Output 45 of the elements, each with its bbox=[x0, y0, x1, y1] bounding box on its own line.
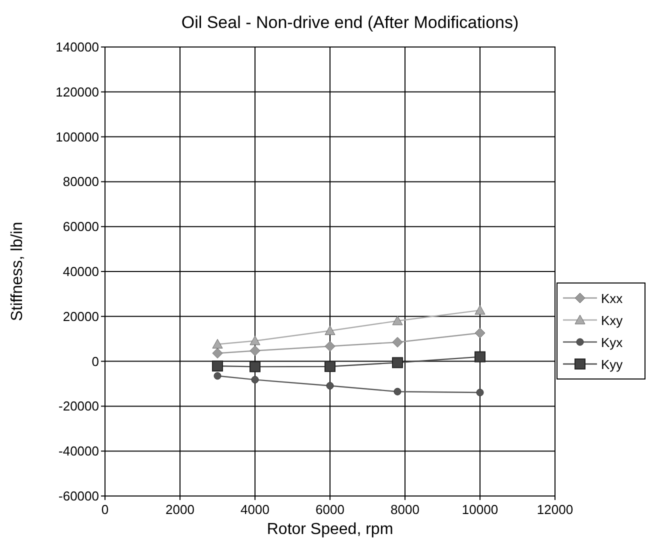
x-tick-label: 2000 bbox=[166, 502, 194, 517]
y-tick-label: 140000 bbox=[56, 40, 99, 54]
x-tick-label: 10000 bbox=[462, 502, 498, 517]
point bbox=[250, 346, 260, 356]
x-tick-label: 6000 bbox=[316, 502, 344, 517]
y-tick-label: 0 bbox=[92, 354, 99, 369]
point bbox=[392, 357, 403, 368]
y-tick-label: 80000 bbox=[62, 174, 99, 190]
point bbox=[212, 348, 223, 358]
y-tick-label: -60000 bbox=[58, 488, 99, 504]
x-axis-title: Rotor Speed, rpm bbox=[266, 521, 394, 538]
point bbox=[214, 372, 222, 380]
point bbox=[326, 382, 334, 390]
point bbox=[474, 351, 486, 362]
chart-title: Oil Seal - Non-drive end (After Modifications) bbox=[181, 13, 519, 32]
legend-label: Kyx bbox=[601, 335, 624, 350]
point bbox=[476, 388, 484, 396]
point bbox=[392, 336, 403, 348]
point bbox=[212, 360, 223, 372]
x-tick-label: 8000 bbox=[390, 502, 420, 517]
y-tick-label: -40000 bbox=[58, 444, 99, 459]
y-tick-label: 100000 bbox=[56, 129, 99, 144]
point bbox=[324, 326, 336, 336]
x-tick-label: 4000 bbox=[240, 502, 270, 517]
y-tick-label: -20000 bbox=[58, 398, 99, 414]
point bbox=[212, 338, 223, 348]
y-tick-label: 60000 bbox=[62, 219, 99, 234]
point bbox=[324, 360, 336, 372]
point bbox=[250, 361, 260, 372]
y-tick-label: 40000 bbox=[62, 264, 99, 279]
x-tick-label: 0 bbox=[101, 502, 109, 517]
legend-label: Kxx bbox=[601, 291, 624, 306]
point bbox=[474, 305, 486, 315]
point bbox=[474, 328, 486, 338]
point bbox=[392, 316, 403, 326]
y-tick-label: 20000 bbox=[62, 308, 99, 324]
point bbox=[250, 336, 260, 346]
y-axis-title: Stiffness, lb/in bbox=[9, 222, 26, 322]
y-tick-label: 120000 bbox=[56, 84, 99, 100]
point bbox=[324, 341, 336, 352]
point bbox=[394, 388, 402, 396]
point bbox=[251, 376, 259, 384]
legend-label: Kyy bbox=[601, 357, 624, 372]
legend-label: Kxy bbox=[601, 313, 624, 328]
x-tick-label: 12000 bbox=[536, 502, 574, 517]
